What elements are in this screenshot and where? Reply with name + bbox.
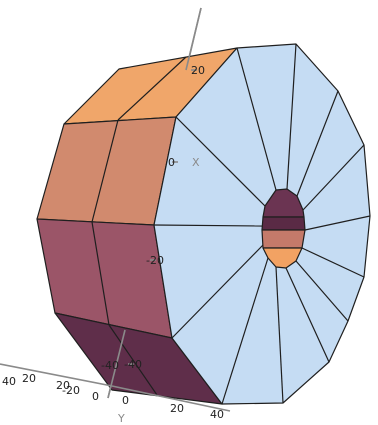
side-seam-4 [108, 324, 158, 396]
side-seam-2 [91, 119, 119, 223]
y-axis-line [111, 385, 231, 412]
hole-inner-bottom [262, 247, 303, 269]
side-seam-1 [117, 56, 187, 121]
vertical-tick-0: 0 [168, 156, 175, 169]
side-face-lower-front [36, 218, 173, 339]
x-axis-name: X [192, 156, 200, 169]
hole-inner-top [262, 188, 305, 218]
hole-inner-mid [261, 229, 306, 249]
hole-inner-upper [261, 216, 306, 231]
vertical-axis-visible [185, 7, 202, 71]
vertical-axis-lower [107, 329, 126, 399]
y-tick-0: 0 [122, 394, 129, 407]
x-axis-line [0, 363, 113, 387]
x-tick-minus40: -40 [101, 359, 119, 372]
side-seam-3 [91, 221, 110, 326]
x-tick-minus20: -20 [62, 384, 80, 397]
vertical-tick-20: 20 [191, 64, 205, 77]
front-face-spokes [153, 43, 371, 405]
x-tick-0: 0 [92, 390, 99, 403]
y-axis-name: Y [117, 412, 125, 425]
y-tick-20: 20 [170, 402, 184, 415]
vertical-tick-minus40: -40 [124, 358, 142, 371]
side-face-upper-front [36, 116, 177, 226]
x-tick-40: 40 [2, 375, 16, 388]
vertical-axis-ticks [128, 69, 197, 365]
x-tick-20a: 20 [22, 372, 36, 385]
vertical-tick-minus20: -20 [146, 254, 164, 267]
x-tick-20b: 20 [56, 379, 70, 392]
y-tick-40: 40 [210, 408, 224, 421]
